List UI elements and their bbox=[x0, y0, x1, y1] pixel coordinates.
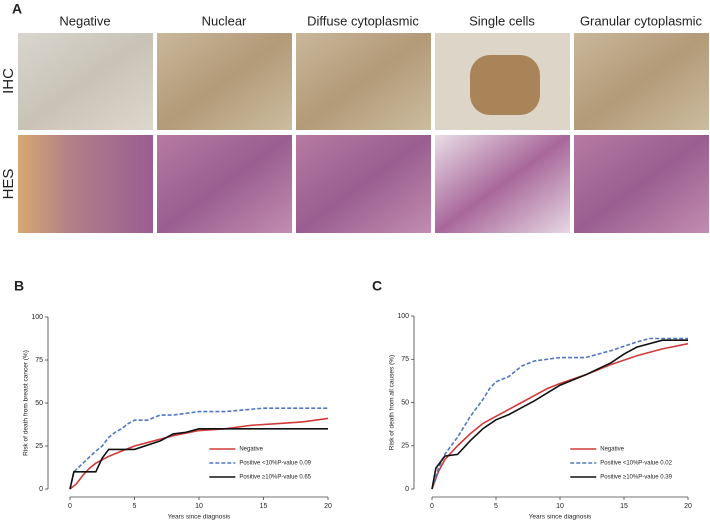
legend-label: Negative bbox=[239, 447, 263, 453]
y-tick-label: 75 bbox=[35, 357, 43, 364]
y-tick-label: 25 bbox=[35, 443, 43, 450]
x-tick-label: 20 bbox=[324, 503, 332, 510]
y-tick-label: 0 bbox=[405, 486, 409, 493]
legend-label: Positive <10% bbox=[600, 461, 639, 467]
y-tick-label: 50 bbox=[35, 400, 43, 407]
x-tick-label: 15 bbox=[620, 503, 628, 510]
legend-label: Positive <10% bbox=[239, 461, 278, 467]
column-header: Diffuse cytoplasmic bbox=[307, 13, 419, 28]
series-line bbox=[69, 407, 328, 490]
legend-p-value: P-value 0.02 bbox=[638, 461, 672, 467]
legend-label: Positive ≥10% bbox=[239, 475, 278, 481]
image bbox=[574, 33, 709, 130]
y-tick-label: 75 bbox=[401, 356, 409, 363]
image bbox=[574, 135, 709, 233]
series-line bbox=[431, 339, 688, 490]
image bbox=[296, 33, 431, 130]
row-label: IHC bbox=[0, 68, 17, 94]
image bbox=[18, 135, 153, 233]
series-line bbox=[69, 417, 329, 490]
y-tick-label: 50 bbox=[401, 399, 409, 406]
x-tick-label: 10 bbox=[195, 503, 203, 510]
x-tick-label: 5 bbox=[133, 503, 137, 510]
column-header: Negative bbox=[59, 13, 110, 28]
x-axis-label: Years since diagnosis bbox=[168, 514, 231, 521]
panel-label: B bbox=[14, 278, 24, 294]
x-tick-label: 0 bbox=[430, 503, 434, 510]
legend-p-value: P-value 0.09 bbox=[277, 461, 311, 467]
row-label: HES bbox=[0, 169, 17, 200]
image bbox=[157, 33, 292, 130]
y-tick-label: 100 bbox=[31, 314, 43, 321]
series-line bbox=[69, 427, 328, 490]
x-axis-label: Years since diagnosis bbox=[529, 514, 592, 521]
y-axis-label: Risk of death from breast cancer (%) bbox=[23, 350, 30, 456]
column-header: Granular cytoplasmic bbox=[580, 13, 703, 28]
legend-label: Positive ≥10% bbox=[600, 475, 639, 481]
micrographs bbox=[18, 33, 709, 233]
y-tick-label: 0 bbox=[39, 486, 43, 493]
column-header: Single cells bbox=[469, 13, 535, 28]
series-line bbox=[431, 342, 689, 490]
image bbox=[296, 135, 431, 233]
series-line bbox=[431, 337, 688, 490]
image bbox=[157, 135, 292, 233]
x-tick-label: 20 bbox=[684, 503, 692, 510]
legend-p-value: P-value 0.39 bbox=[638, 475, 672, 481]
x-tick-label: 10 bbox=[556, 503, 564, 510]
y-tick-label: 25 bbox=[401, 443, 409, 450]
image bbox=[470, 55, 540, 115]
x-tick-label: 15 bbox=[260, 503, 268, 510]
y-tick-label: 100 bbox=[397, 313, 409, 320]
legend-label: Negative bbox=[600, 447, 624, 453]
panel-label: A bbox=[12, 1, 22, 17]
image bbox=[435, 135, 570, 233]
panel-label: C bbox=[372, 278, 382, 294]
column-header: Nuclear bbox=[202, 13, 247, 28]
y-axis-label: Risk of death from all causes (%) bbox=[389, 355, 396, 450]
x-tick-label: 5 bbox=[494, 503, 498, 510]
image bbox=[18, 33, 153, 130]
legend-p-value: P-value 0.65 bbox=[277, 475, 311, 481]
x-tick-label: 0 bbox=[68, 503, 72, 510]
